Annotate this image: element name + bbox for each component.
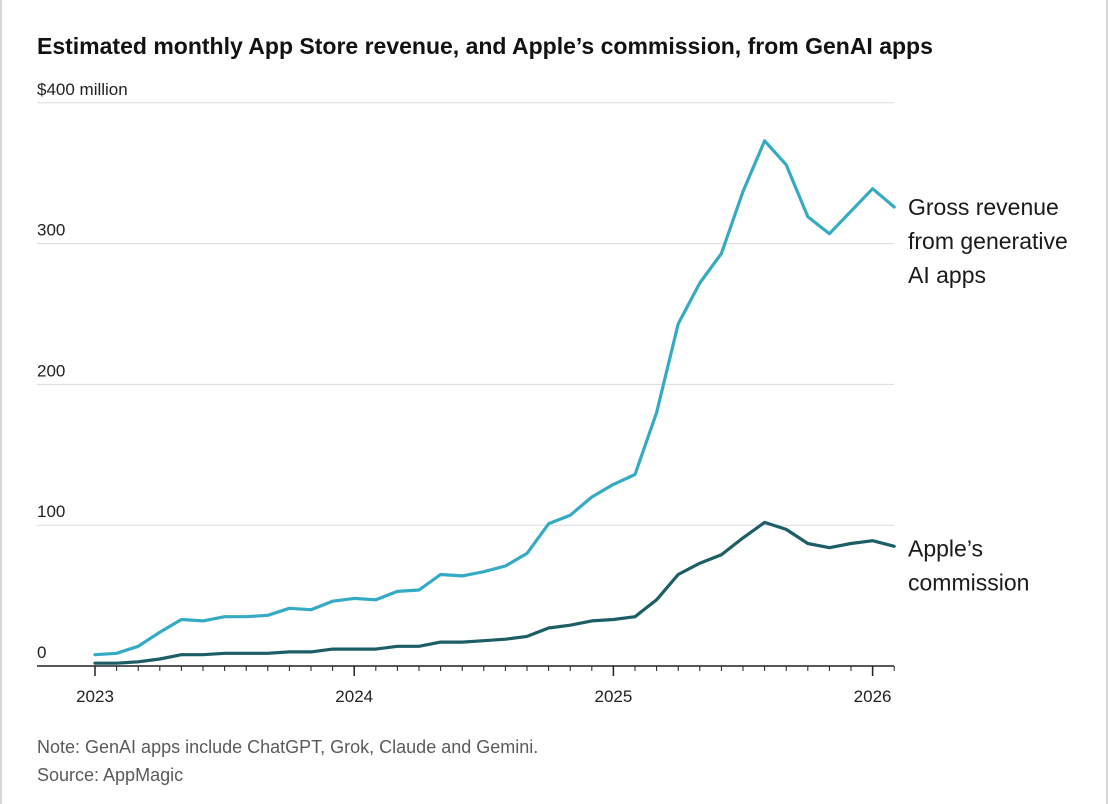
series-line xyxy=(93,520,896,665)
series-label-line: commission xyxy=(908,569,1029,595)
x-tick-label: 2023 xyxy=(76,687,114,706)
y-axis-ticks: 0 100 200 300 $400 million xyxy=(37,80,128,662)
source-text: Source: AppMagic xyxy=(37,765,184,785)
series-label: Apple’s commission xyxy=(908,535,1029,595)
x-tick-label: 2024 xyxy=(335,687,373,706)
series-label-line: from generative xyxy=(908,228,1068,254)
series-label-line: AI apps xyxy=(908,262,986,288)
x-axis: 2023 2024 2025 2026 xyxy=(37,665,895,706)
y-tick-label: 300 xyxy=(37,221,65,240)
series-labels: Gross revenue from generative AI apps Apple… xyxy=(908,194,1068,595)
gridlines xyxy=(37,102,894,526)
y-tick-label: 200 xyxy=(37,361,65,380)
frame-left-border xyxy=(0,0,2,804)
series-label: Gross revenue from generative AI apps xyxy=(908,194,1068,288)
y-tick-label: 0 xyxy=(37,643,46,662)
y-tick-label: 100 xyxy=(37,502,65,521)
x-tick-label: 2025 xyxy=(594,687,632,706)
chart-footnote: Note: GenAI apps include ChatGPT, Grok, … xyxy=(37,733,538,789)
x-tick-label: 2026 xyxy=(854,687,892,706)
series-label-line: Gross revenue xyxy=(908,194,1059,220)
note-text: Note: GenAI apps include ChatGPT, Grok, … xyxy=(37,737,539,757)
chart-title: Estimated monthly App Store revenue, and… xyxy=(37,33,933,59)
y-unit-label: $400 million xyxy=(37,80,128,99)
frame-right-border xyxy=(1106,0,1108,804)
series-line xyxy=(93,139,896,657)
series-lines xyxy=(93,139,896,665)
series-label-line: Apple’s xyxy=(908,535,983,561)
